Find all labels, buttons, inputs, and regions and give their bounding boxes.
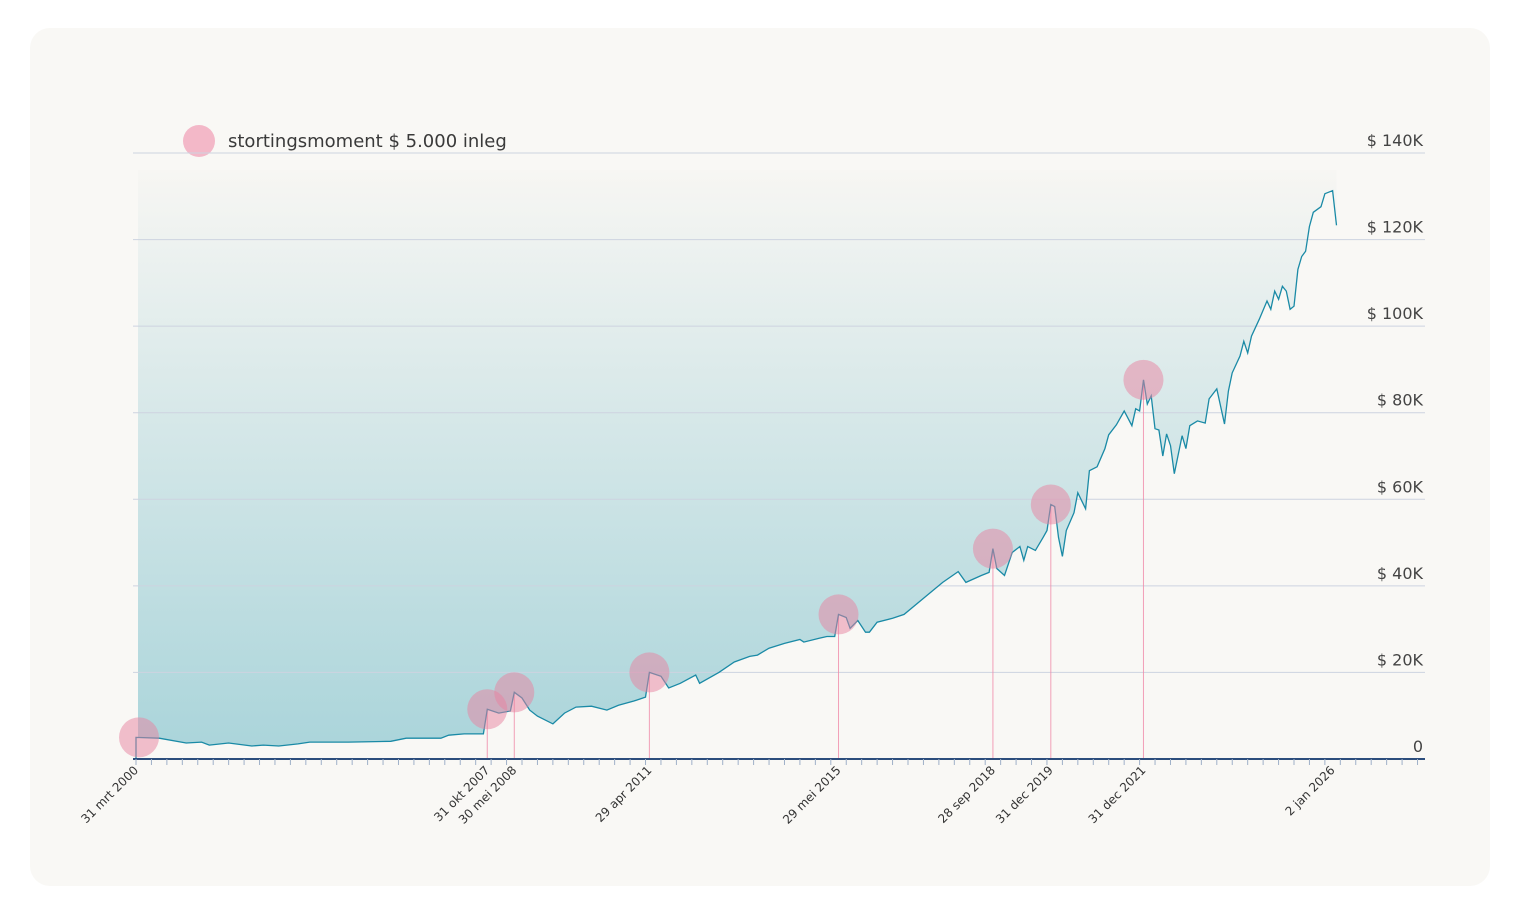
y-tick-label: $ 40K xyxy=(1377,564,1424,583)
deposit-marker xyxy=(494,672,535,713)
deposit-marker xyxy=(1030,484,1071,525)
y-tick-label: $ 20K xyxy=(1377,650,1424,669)
area-under-line xyxy=(136,170,1425,759)
x-tick-label: 31 dec 2019 xyxy=(993,763,1056,826)
legend-deposit-marker-icon xyxy=(183,125,215,157)
deposit-marker xyxy=(818,594,859,635)
x-tick-label: 31 dec 2021 xyxy=(1086,763,1149,826)
y-tick-label: $ 120K xyxy=(1367,218,1424,237)
legend: stortingsmoment $ 5.000 inleg xyxy=(183,125,507,157)
x-tick-label: 31 mrt 2000 xyxy=(78,763,141,826)
y-tick-label: 0 xyxy=(1413,737,1423,756)
x-tick-label: 2 jan 2026 xyxy=(1282,763,1337,818)
deposit-marker xyxy=(1123,359,1164,400)
x-tick-label: 28 sep 2018 xyxy=(935,763,998,826)
deposit-marker xyxy=(119,717,159,758)
legend-label: stortingsmoment $ 5.000 inleg xyxy=(228,130,507,152)
y-tick-label: $ 60K xyxy=(1377,477,1424,496)
deposit-marker xyxy=(972,528,1013,569)
x-tick-label: 29 mei 2015 xyxy=(780,763,844,827)
y-tick-label: $ 80K xyxy=(1377,391,1424,410)
x-tick-label: 29 apr 2011 xyxy=(593,763,655,825)
y-tick-label: $ 140K xyxy=(1367,131,1424,150)
y-tick-label: $ 100K xyxy=(1367,304,1424,323)
deposit-marker xyxy=(629,652,670,693)
